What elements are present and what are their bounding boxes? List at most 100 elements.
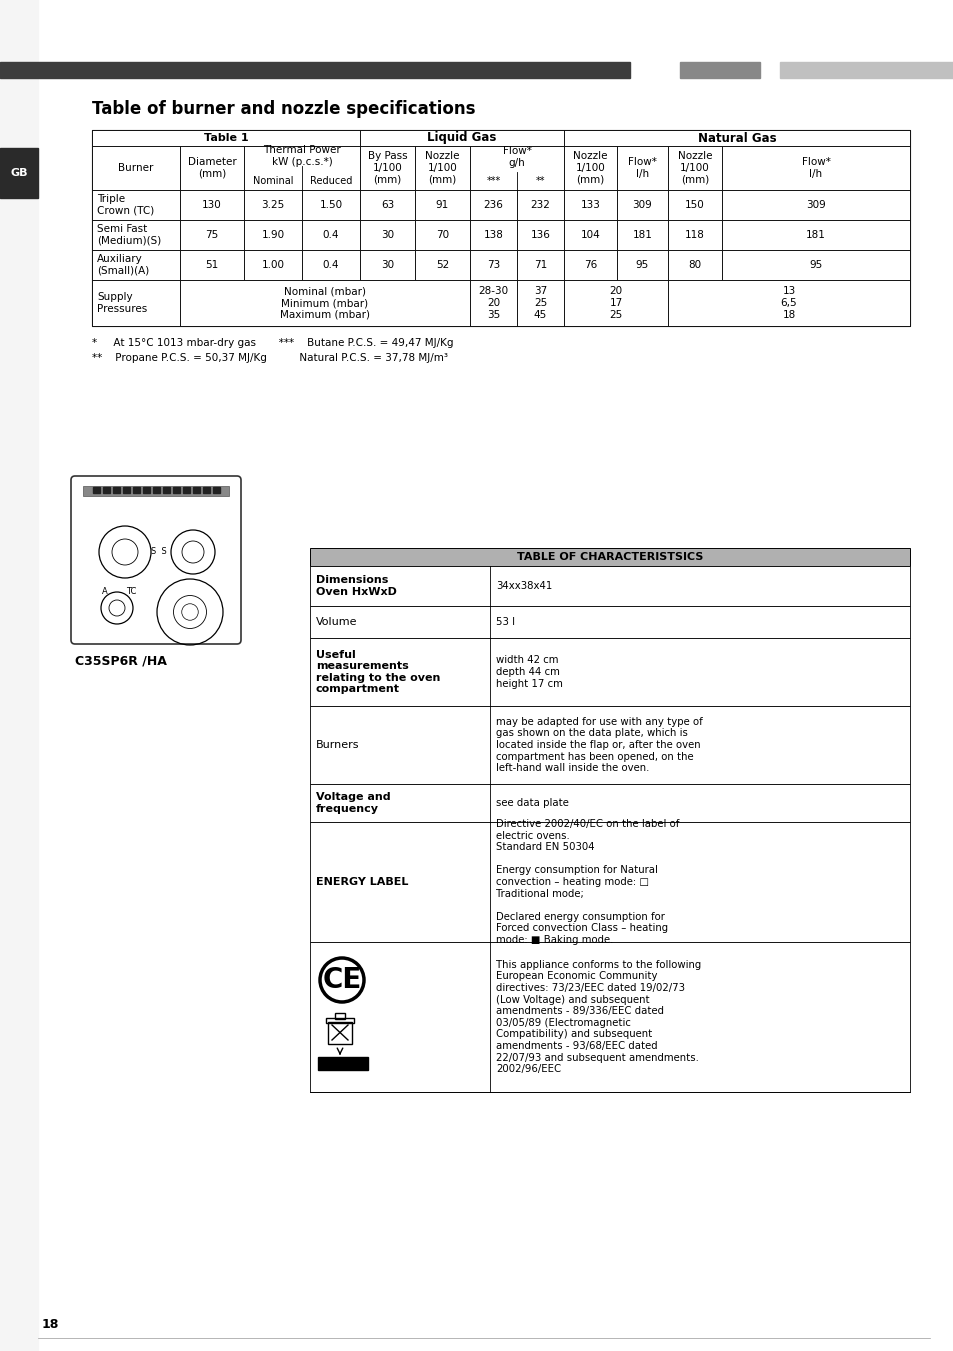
Text: TABLE OF CHARACTERISTSICS: TABLE OF CHARACTERISTSICS [517, 553, 702, 562]
Bar [91, 220, 180, 250]
Text: 30: 30 [380, 259, 394, 270]
Bar [310, 784, 909, 821]
Bar [470, 280, 517, 326]
Text: Auxiliary
(Small)(A): Auxiliary (Small)(A) [97, 254, 149, 276]
Text: Reduced: Reduced [310, 176, 352, 186]
Bar [0, 62, 629, 78]
Bar [310, 821, 909, 942]
Bar [667, 280, 909, 326]
Bar [335, 1013, 345, 1019]
Text: 150: 150 [684, 200, 704, 209]
Bar [517, 250, 563, 280]
Bar [780, 62, 953, 78]
Text: **: ** [536, 176, 545, 186]
Text: This appliance conforms to the following
European Economic Community
directives:: This appliance conforms to the following… [496, 959, 700, 1074]
Bar [244, 220, 302, 250]
Text: 63: 63 [380, 200, 394, 209]
Bar [617, 250, 667, 280]
Text: Nozzle
1/100
(mm): Nozzle 1/100 (mm) [677, 151, 712, 185]
Bar [667, 190, 721, 220]
Text: 1.00: 1.00 [261, 259, 284, 270]
Text: Triple
Crown (TC): Triple Crown (TC) [97, 195, 154, 216]
Text: see data plate: see data plate [496, 798, 568, 808]
Bar [359, 146, 415, 190]
Text: 73: 73 [486, 259, 499, 270]
Text: 309: 309 [632, 200, 652, 209]
Bar [310, 707, 909, 784]
Bar [359, 130, 563, 146]
Text: 309: 309 [805, 200, 825, 209]
Text: 76: 76 [583, 259, 597, 270]
Text: 1.90: 1.90 [261, 230, 284, 240]
Bar [721, 190, 909, 220]
Bar [302, 190, 359, 220]
Bar [143, 486, 150, 493]
Bar [617, 220, 667, 250]
Text: Nominal: Nominal [253, 176, 293, 186]
Bar [328, 1021, 352, 1044]
Bar [415, 250, 470, 280]
Text: width 42 cm
depth 44 cm
height 17 cm: width 42 cm depth 44 cm height 17 cm [496, 655, 562, 689]
Text: 51: 51 [205, 259, 218, 270]
Bar [310, 942, 909, 1092]
Text: 0.4: 0.4 [322, 259, 339, 270]
Text: Flow*
l/h: Flow* l/h [627, 157, 657, 178]
Bar [302, 220, 359, 250]
Bar [172, 486, 180, 493]
Text: may be adapted for use with any type of
gas shown on the data plate, which is
lo: may be adapted for use with any type of … [496, 717, 702, 773]
Text: Directive 2002/40/EC on the label of
electric ovens.
Standard EN 50304

Energy c: Directive 2002/40/EC on the label of ele… [496, 819, 679, 944]
Bar [310, 638, 909, 707]
Text: Voltage and
frequency: Voltage and frequency [315, 792, 390, 813]
Text: C35SP6R /HA: C35SP6R /HA [75, 654, 167, 667]
Bar [91, 146, 180, 190]
Text: Nominal (mbar)
Minimum (mbar)
Maximum (mbar): Nominal (mbar) Minimum (mbar) Maximum (m… [280, 286, 370, 320]
Text: 104: 104 [580, 230, 599, 240]
Bar [617, 146, 667, 190]
Text: Natural Gas: Natural Gas [697, 131, 776, 145]
Bar [0, 149, 38, 199]
Bar [317, 1056, 368, 1070]
Text: Useful
measurements
relating to the oven
compartment: Useful measurements relating to the oven… [315, 650, 440, 694]
Text: 91: 91 [436, 200, 449, 209]
Bar [244, 190, 302, 220]
Text: 138: 138 [483, 230, 503, 240]
Bar [359, 220, 415, 250]
Text: 20
17
25: 20 17 25 [609, 286, 622, 320]
Bar [667, 146, 721, 190]
Text: 71: 71 [534, 259, 547, 270]
Bar [112, 486, 120, 493]
Text: TC: TC [126, 588, 136, 597]
Bar [0, 0, 38, 1351]
Text: Supply
Pressures: Supply Pressures [97, 292, 147, 313]
Text: 18: 18 [41, 1319, 59, 1332]
Text: CE: CE [322, 966, 361, 994]
Bar [470, 190, 517, 220]
Text: A: A [102, 588, 108, 597]
Text: Flow*
g/h: Flow* g/h [502, 146, 531, 168]
Bar [180, 146, 244, 190]
Bar [92, 486, 100, 493]
Bar [415, 146, 470, 190]
Bar [244, 146, 359, 190]
Text: Nozzle
1/100
(mm): Nozzle 1/100 (mm) [425, 151, 459, 185]
Bar [563, 250, 617, 280]
Text: 37
25
45: 37 25 45 [534, 286, 547, 320]
Text: 95: 95 [636, 259, 648, 270]
Bar [563, 220, 617, 250]
Bar [91, 280, 180, 326]
Text: 80: 80 [688, 259, 700, 270]
Text: S  S: S S [151, 547, 167, 557]
Text: Thermal Power
kW (p.c.s.*): Thermal Power kW (p.c.s.*) [263, 145, 340, 166]
Bar [470, 146, 563, 190]
Text: 53 l: 53 l [496, 617, 515, 627]
Bar [721, 250, 909, 280]
Bar [123, 486, 130, 493]
Text: Diameter
(mm): Diameter (mm) [188, 157, 236, 178]
Bar [310, 607, 909, 638]
Bar [180, 220, 244, 250]
Bar [183, 486, 190, 493]
Text: 0.4: 0.4 [322, 230, 339, 240]
Text: Table of burner and nozzle specifications: Table of burner and nozzle specification… [91, 100, 475, 118]
Bar [470, 220, 517, 250]
Bar [563, 280, 667, 326]
